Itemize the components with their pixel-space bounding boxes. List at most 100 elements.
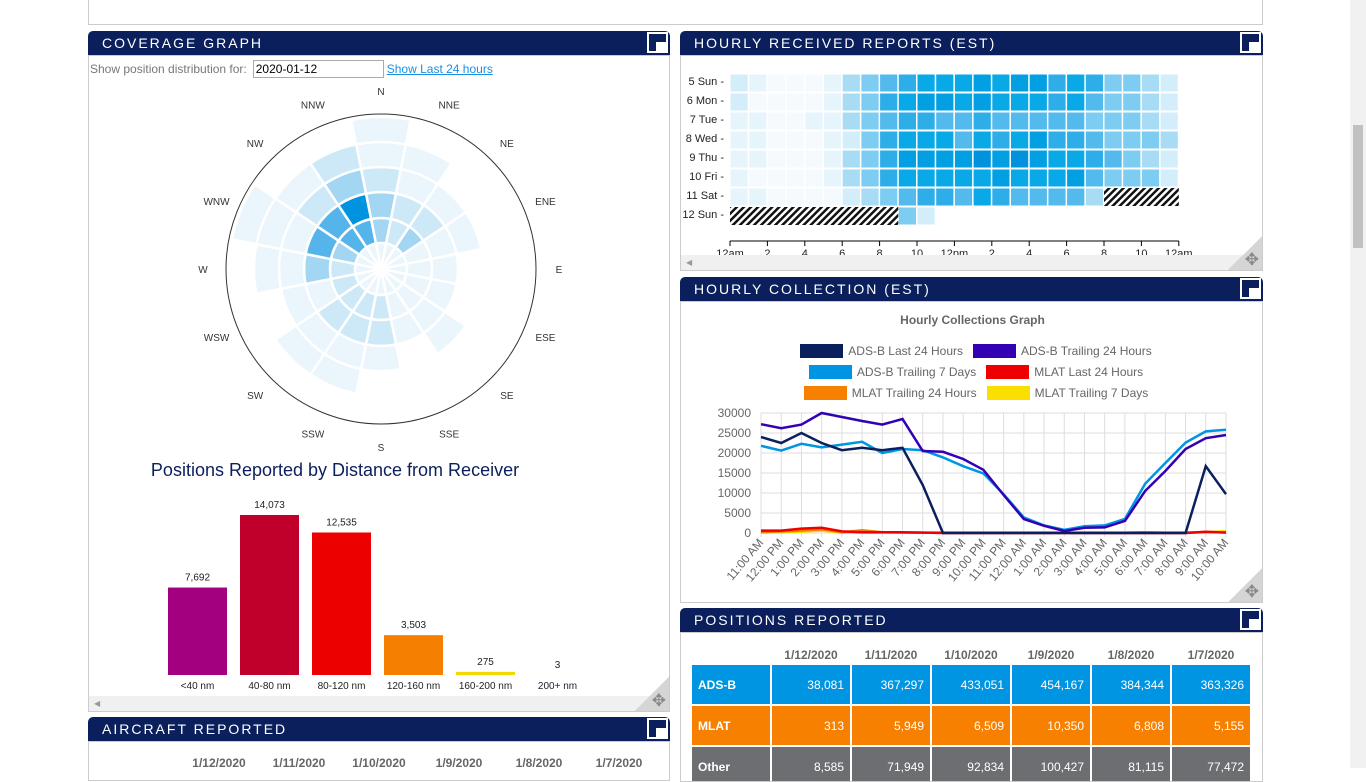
coverage-cell bbox=[351, 117, 410, 144]
heatmap-cell bbox=[787, 75, 804, 92]
move-icon: ✥ bbox=[1245, 582, 1259, 602]
resize-handle[interactable]: ✥ bbox=[1228, 236, 1262, 270]
bar bbox=[456, 672, 515, 675]
horizontal-scrollbar[interactable]: ◀ bbox=[681, 255, 1262, 270]
page-scrollbar[interactable] bbox=[1350, 0, 1366, 768]
heatmap-cell bbox=[880, 113, 897, 130]
heatmap-cell bbox=[749, 132, 766, 149]
horizontal-scrollbar[interactable]: ◀ bbox=[89, 696, 669, 711]
hourly-collection-panel: Hourly Collections Graph ADS-B Last 24 H… bbox=[680, 301, 1263, 603]
direction-label: N bbox=[377, 87, 384, 98]
date-input[interactable] bbox=[253, 60, 384, 78]
coverage-cell bbox=[279, 249, 305, 289]
resize-handle[interactable]: ✥ bbox=[635, 677, 669, 711]
heatmap-cell bbox=[861, 132, 878, 149]
heatmap-cell bbox=[936, 94, 953, 111]
heatmap-cell bbox=[1105, 75, 1122, 92]
bar-category-label: 200+ nm bbox=[538, 681, 577, 692]
hourly-received-title: HOURLY RECEIVED REPORTS (EST) bbox=[694, 35, 996, 51]
maximize-icon[interactable] bbox=[1240, 278, 1261, 299]
hourly-received-panel: 5 Sun -6 Mon -7 Tue -8 Wed -9 Thu -10 Fr… bbox=[680, 55, 1263, 271]
row-label: MLAT bbox=[692, 706, 770, 745]
row-label: Other bbox=[692, 747, 770, 782]
heatmap-cell bbox=[1048, 113, 1065, 130]
heatmap-cell bbox=[1142, 75, 1159, 92]
coverage-header: COVERAGE GRAPH bbox=[88, 31, 670, 55]
date-header: 1/11/2020 bbox=[852, 646, 930, 663]
scrollbar-thumb[interactable] bbox=[1353, 125, 1363, 248]
aircraft-title: AIRCRAFT REPORTED bbox=[102, 721, 287, 737]
heatmap-cell bbox=[955, 170, 972, 187]
heatmap-cell bbox=[749, 75, 766, 92]
heatmap-cell bbox=[899, 189, 916, 206]
heatmap-cell bbox=[731, 170, 748, 187]
heatmap-cell bbox=[805, 94, 822, 111]
resize-handle[interactable]: ✥ bbox=[1228, 568, 1262, 602]
heatmap-cell bbox=[787, 170, 804, 187]
table-cell: 8,585 bbox=[772, 747, 850, 782]
y-tick-label: 15000 bbox=[718, 466, 752, 480]
hourly-collection-title: HOURLY COLLECTION (EST) bbox=[694, 281, 931, 297]
heatmap-cell bbox=[1067, 94, 1084, 111]
top-panel bbox=[88, 0, 1263, 25]
heatmap-cell bbox=[1067, 189, 1084, 206]
heatmap-cell bbox=[974, 113, 991, 130]
bar-category-label: <40 nm bbox=[181, 681, 215, 692]
y-tick-label: 5000 bbox=[724, 506, 751, 520]
heatmap-cell bbox=[1123, 151, 1140, 168]
aircraft-header: AIRCRAFT REPORTED bbox=[88, 717, 670, 741]
table-cell: 384,344 bbox=[1092, 665, 1170, 704]
hourly-collection-header: HOURLY COLLECTION (EST) bbox=[680, 277, 1263, 301]
heatmap-cell bbox=[992, 189, 1009, 206]
heatmap-cell bbox=[955, 189, 972, 206]
heatmap-cell bbox=[749, 113, 766, 130]
heatmap-cell bbox=[936, 170, 953, 187]
table-cell: 100,427 bbox=[1012, 747, 1090, 782]
table-cell: 313 bbox=[772, 706, 850, 745]
heatmap-cell bbox=[1030, 170, 1047, 187]
direction-label: NNE bbox=[439, 101, 460, 112]
heatmap-cell bbox=[936, 75, 953, 92]
heatmap-cell bbox=[1161, 151, 1178, 168]
maximize-icon[interactable] bbox=[1240, 32, 1261, 53]
maximize-icon[interactable] bbox=[647, 32, 668, 53]
heatmap-cell bbox=[992, 113, 1009, 130]
heatmap-cell bbox=[1011, 75, 1028, 92]
bar-value-label: 3 bbox=[555, 660, 561, 671]
heatmap-cell bbox=[918, 94, 935, 111]
maximize-icon[interactable] bbox=[1240, 609, 1261, 630]
heatmap-cell bbox=[992, 151, 1009, 168]
heatmap-cell bbox=[1030, 132, 1047, 149]
direction-label: ENE bbox=[535, 197, 556, 208]
coverage-cell bbox=[361, 345, 401, 371]
heatmap-cell bbox=[824, 170, 841, 187]
heatmap-cell bbox=[880, 75, 897, 92]
heatmap-cell bbox=[1105, 151, 1122, 168]
table-cell: 5,155 bbox=[1172, 706, 1250, 745]
show-last-24-link[interactable]: Show Last 24 hours bbox=[387, 62, 493, 76]
heatmap-cell bbox=[1048, 75, 1065, 92]
heatmap-cell bbox=[955, 94, 972, 111]
heatmap-cell bbox=[1142, 151, 1159, 168]
maximize-icon[interactable] bbox=[647, 718, 668, 739]
coverage-cell bbox=[356, 142, 406, 169]
heatmap-cell bbox=[1086, 151, 1103, 168]
date-header: 1/8/2020 bbox=[1092, 646, 1170, 663]
heatmap-cell bbox=[1105, 94, 1122, 111]
date-header: 1/7/2020 bbox=[1172, 646, 1250, 663]
bar-value-label: 7,692 bbox=[185, 573, 210, 584]
heatmap-cell bbox=[1105, 170, 1122, 187]
heatmap-cell bbox=[768, 75, 785, 92]
heatmap-cell bbox=[749, 151, 766, 168]
heatmap-cell bbox=[731, 94, 748, 111]
heatmap-cell bbox=[992, 170, 1009, 187]
heatmap-cell bbox=[843, 113, 860, 130]
heatmap-cell bbox=[880, 132, 897, 149]
heatmap-cell bbox=[749, 189, 766, 206]
heatmap-cell bbox=[805, 113, 822, 130]
date-header: 1/12/2020 bbox=[772, 646, 850, 663]
table-cell: 6,509 bbox=[932, 706, 1010, 745]
date-header: 1/9/2020 bbox=[1012, 646, 1090, 663]
heatmap-cell bbox=[787, 132, 804, 149]
